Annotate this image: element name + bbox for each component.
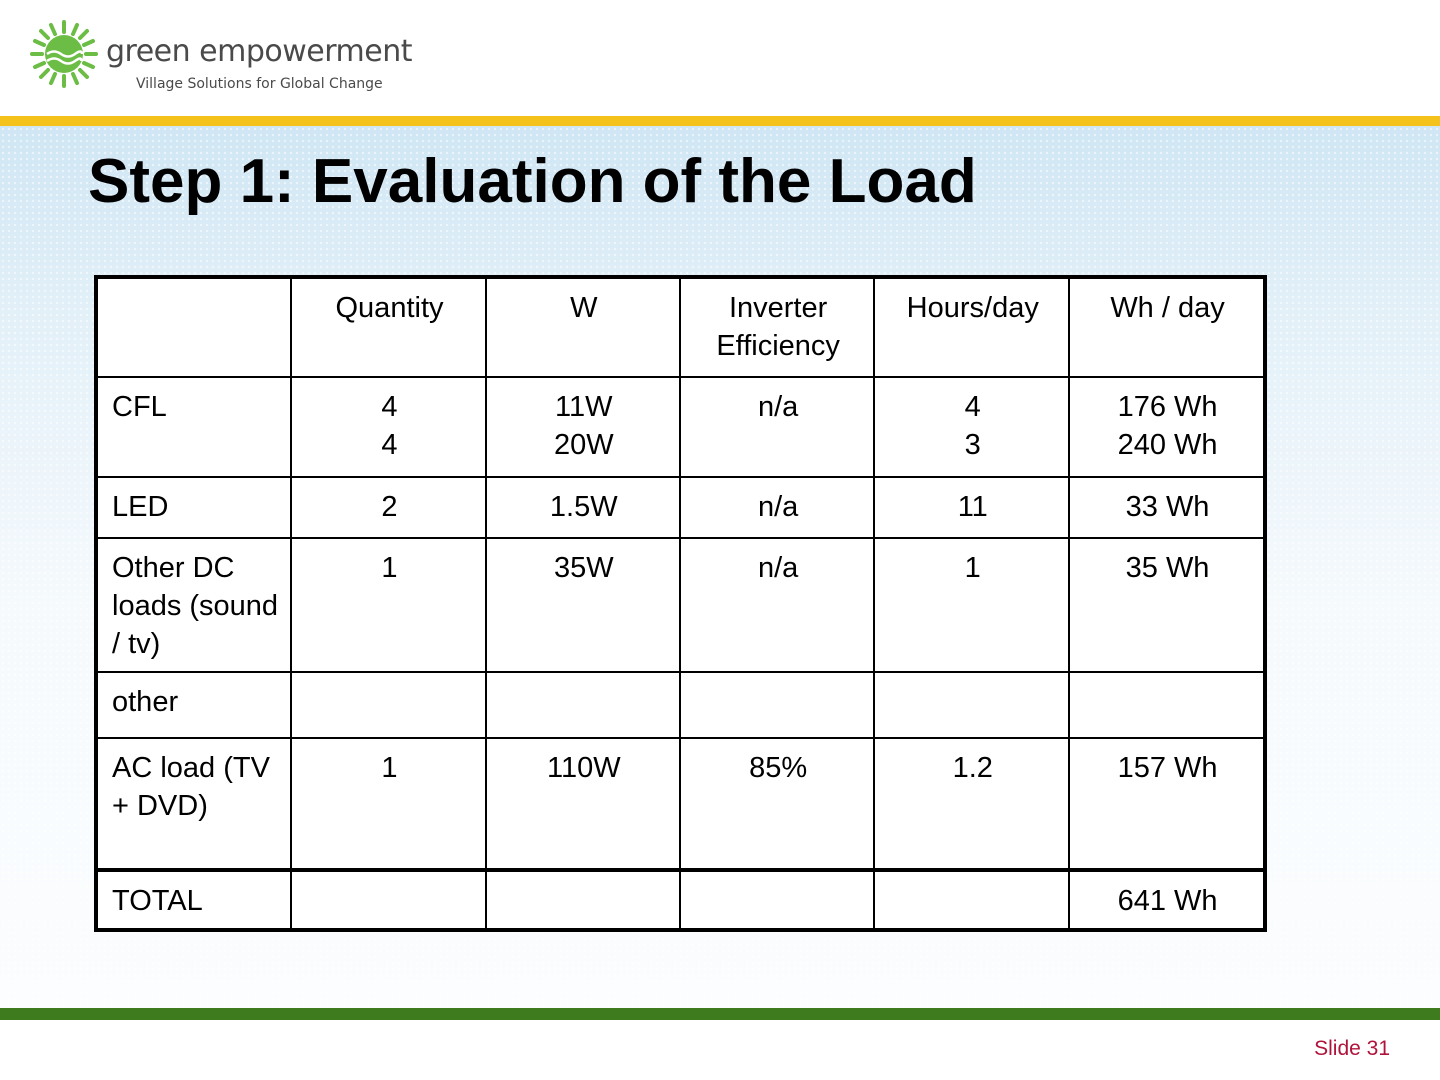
row-label: LED [94, 476, 293, 539]
cell-value: 11W [555, 391, 613, 423]
brand-name: green empowerment [106, 34, 413, 69]
cell-wh-per-day: 157 Wh [1068, 737, 1266, 871]
cell-inverter-efficiency: n/a [678, 476, 876, 539]
cell-w [484, 671, 681, 739]
cell-hours-per-day: 1 [873, 537, 1071, 673]
total-label: TOTAL [94, 868, 293, 931]
table-row-cfl: CFL 4 4 11W 20W n/a 4 3 176 Wh 240 Wh [94, 376, 1266, 478]
cell-quantity: 1 [290, 737, 487, 871]
cell-quantity [290, 868, 487, 931]
cell-hours-per-day [873, 868, 1071, 931]
table-row-total: TOTAL 641 Wh [94, 868, 1266, 931]
cell-quantity: 1 [290, 537, 487, 673]
row-label: CFL [94, 376, 293, 478]
cell-value: 20W [553, 429, 614, 461]
table-header-row: Quantity W Inverter Efficiency Hours/day… [94, 276, 1266, 378]
cell-inverter-efficiency [678, 868, 876, 931]
cell-w [484, 868, 681, 931]
row-label: other [94, 671, 293, 739]
brand-logo: green empowerment Village Solutions for … [30, 20, 413, 100]
cell-hours-per-day: 4 3 [873, 376, 1071, 478]
cell-hours-per-day [873, 671, 1071, 739]
cell-w: 110W [484, 737, 681, 871]
total-wh-per-day: 641 Wh [1068, 868, 1266, 931]
table-row-led: LED 2 1.5W n/a 11 33 Wh [94, 476, 1266, 539]
slide-header: green empowerment Village Solutions for … [0, 0, 1440, 116]
header-cell-quantity: Quantity [290, 276, 487, 378]
row-label: Other DC loads (sound / tv) [94, 537, 293, 673]
cell-quantity [290, 671, 487, 739]
brand-tagline: Village Solutions for Global Change [136, 76, 383, 92]
sun-logo-icon [30, 20, 98, 88]
cell-hours-per-day: 1.2 [873, 737, 1071, 871]
cell-inverter-efficiency: n/a [678, 376, 876, 478]
header-cell-empty [94, 276, 293, 378]
cell-wh-per-day: 176 Wh 240 Wh [1068, 376, 1266, 478]
cell-inverter-efficiency [678, 671, 876, 739]
header-cell-wh-per-day: Wh / day [1068, 276, 1266, 378]
cell-value: 240 Wh [1117, 429, 1218, 461]
row-label: AC load (TV + DVD) [94, 737, 293, 871]
table-row-ac-load: AC load (TV + DVD) 1 110W 85% 1.2 157 Wh [94, 737, 1266, 871]
cell-w: 1.5W [484, 476, 681, 539]
load-evaluation-table: Quantity W Inverter Efficiency Hours/day… [94, 275, 1267, 932]
slide-footer [0, 1020, 1440, 1080]
cell-quantity: 4 4 [290, 376, 487, 478]
cell-value: 4 [381, 429, 398, 461]
cell-value: 3 [964, 429, 981, 461]
cell-w: 35W [484, 537, 681, 673]
cell-inverter-efficiency: 85% [678, 737, 876, 871]
slide-title: Step 1: Evaluation of the Load [88, 147, 977, 216]
footer-divider [0, 1008, 1440, 1020]
cell-inverter-efficiency: n/a [678, 537, 876, 673]
table-row-other: other [94, 671, 1266, 739]
header-cell-inverter-efficiency: Inverter Efficiency [678, 276, 876, 378]
cell-hours-per-day: 11 [873, 476, 1071, 539]
header-divider [0, 116, 1440, 126]
cell-w: 11W 20W [484, 376, 681, 478]
header-cell-w: W [484, 276, 681, 378]
slide-number: Slide 31 [1314, 1037, 1390, 1060]
header-cell-hours-per-day: Hours/day [873, 276, 1071, 378]
cell-value: 4 [964, 391, 981, 423]
table-row-other-dc-loads: Other DC loads (sound / tv) 1 35W n/a 1 … [94, 537, 1266, 673]
cell-quantity: 2 [290, 476, 487, 539]
cell-value: 176 Wh [1117, 391, 1218, 423]
cell-wh-per-day: 33 Wh [1068, 476, 1266, 539]
cell-value: 4 [381, 391, 398, 423]
cell-wh-per-day: 35 Wh [1068, 537, 1266, 673]
cell-wh-per-day [1068, 671, 1266, 739]
